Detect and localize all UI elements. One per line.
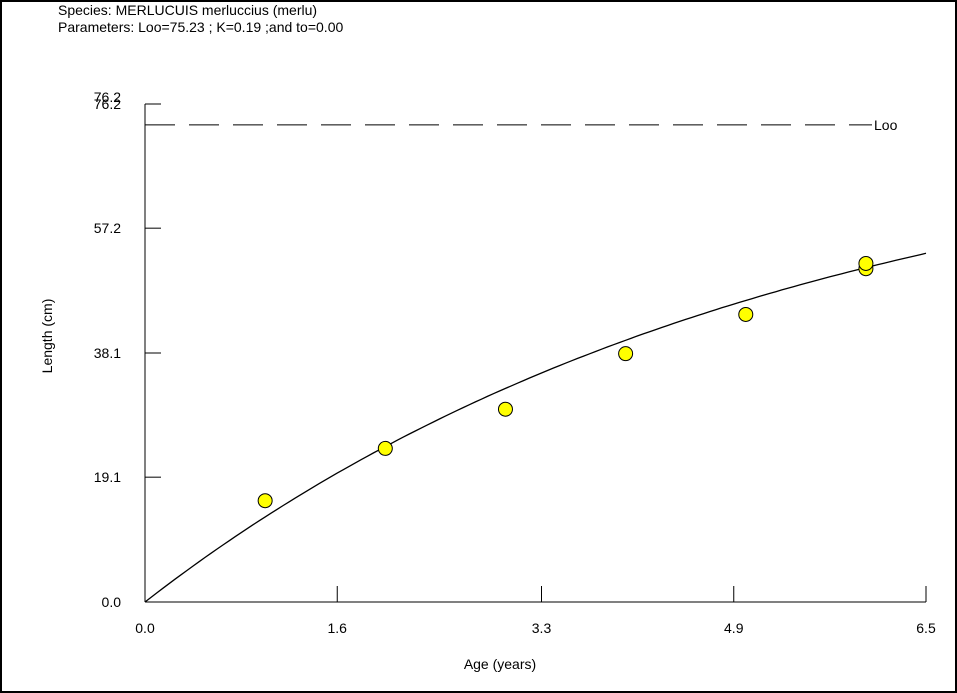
y-tick-label: 19.1 xyxy=(94,469,121,485)
growth-curve xyxy=(144,252,927,603)
axes xyxy=(144,104,926,603)
data-point xyxy=(497,401,513,417)
loo-line-group: Loo xyxy=(145,117,898,133)
tick-marks xyxy=(144,103,927,603)
y-tick-label-overlap: 76.2 xyxy=(94,89,121,105)
x-tick-label: 0.0 xyxy=(135,620,155,636)
y-tick-label: 57.2 xyxy=(94,220,121,236)
species-title: Species: MERLUCUIS merluccius (merlu) xyxy=(58,2,318,18)
data-point xyxy=(377,440,393,456)
x-tick-label: 1.6 xyxy=(328,620,348,636)
data-point xyxy=(858,255,874,271)
curve-group xyxy=(144,252,927,603)
x-tick-label: 3.3 xyxy=(532,620,552,636)
y-tick-label: 0.0 xyxy=(102,594,122,610)
x-tick-label: 6.5 xyxy=(916,620,936,636)
data-point xyxy=(257,493,273,509)
y-axis-label: Length (cm) xyxy=(39,299,55,374)
data-point xyxy=(738,306,754,322)
loo-label: Loo xyxy=(874,117,898,133)
data-point xyxy=(618,346,634,362)
parameters-subtitle: Parameters: Loo=75.23 ; K=0.19 ;and to=0… xyxy=(58,19,344,35)
x-axis-label: Age (years) xyxy=(464,656,536,672)
y-tick-label: 76.2 xyxy=(94,96,121,112)
y-tick-label: 38.1 xyxy=(94,345,121,361)
x-tick-label: 4.9 xyxy=(724,620,744,636)
data-points xyxy=(257,255,874,509)
